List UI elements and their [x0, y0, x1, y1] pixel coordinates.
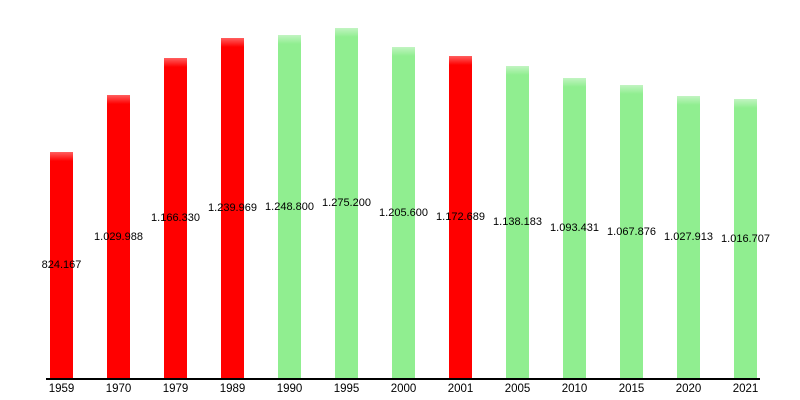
value-label-1995: 1.275.200 — [322, 197, 371, 209]
value-label-2021: 1.016.707 — [721, 232, 770, 245]
value-label-2001: 1.172.689 — [436, 211, 485, 223]
x-tick-1995: 1995 — [333, 383, 360, 395]
x-tick-1989: 1989 — [219, 383, 246, 395]
bar-1959 — [50, 152, 73, 378]
value-label-2005: 1.138.183 — [493, 216, 542, 228]
value-label-2020: 1.027.913 — [664, 231, 713, 243]
value-label-1979: 1.166.330 — [151, 212, 200, 224]
value-label-2000: 1.205.600 — [379, 206, 428, 219]
x-tick-1970: 1970 — [105, 383, 132, 395]
bar-1989 — [221, 38, 244, 378]
x-tick-2015: 2015 — [618, 383, 645, 395]
value-label-1990: 1.248.800 — [265, 200, 314, 213]
bar-2015 — [620, 85, 643, 378]
bar-2020 — [677, 96, 700, 378]
bar-2000 — [392, 47, 415, 378]
bar-1990 — [278, 35, 301, 378]
bar-2021 — [734, 99, 757, 378]
x-tick-1959: 1959 — [48, 383, 75, 395]
bar-1970 — [107, 95, 130, 378]
x-tick-2005: 2005 — [504, 383, 531, 395]
x-tick-2000: 2000 — [390, 383, 417, 395]
x-tick-1979: 1979 — [162, 383, 189, 395]
value-label-1959: 824.167 — [41, 259, 82, 271]
x-tick-2010: 2010 — [561, 383, 588, 395]
value-label-1989: 1.239.969 — [208, 202, 257, 214]
x-tick-2020: 2020 — [675, 383, 702, 395]
value-label-1970: 1.029.988 — [94, 230, 143, 243]
bar-2010 — [563, 78, 586, 378]
value-label-2010: 1.093.431 — [550, 222, 599, 234]
x-tick-1990: 1990 — [276, 383, 303, 395]
value-label-2015: 1.067.876 — [607, 225, 656, 238]
bar-2001 — [449, 56, 472, 378]
x-tick-2001: 2001 — [447, 383, 474, 395]
x-tick-2021: 2021 — [732, 383, 759, 395]
bar-1995 — [335, 28, 358, 378]
bar-2005 — [506, 66, 529, 378]
x-axis-line — [46, 377, 760, 380]
bar-1979 — [164, 58, 187, 378]
